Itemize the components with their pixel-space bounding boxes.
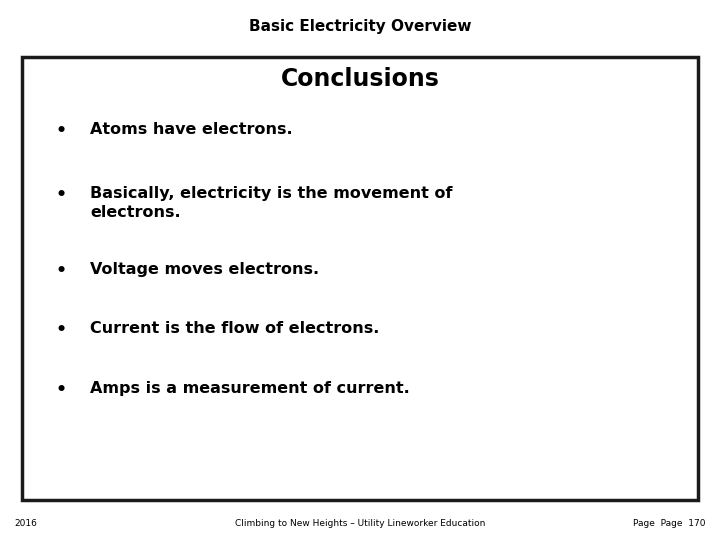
Text: Amps is a measurement of current.: Amps is a measurement of current. xyxy=(90,381,410,396)
Text: •: • xyxy=(55,122,67,139)
Text: Basic Electricity Overview: Basic Electricity Overview xyxy=(248,19,472,34)
Text: Current is the flow of electrons.: Current is the flow of electrons. xyxy=(90,321,379,336)
Text: Voltage moves electrons.: Voltage moves electrons. xyxy=(90,262,319,277)
Text: •: • xyxy=(55,321,67,339)
Text: Page  Page  170: Page Page 170 xyxy=(633,519,706,528)
Text: 2016: 2016 xyxy=(14,519,37,528)
Text: Atoms have electrons.: Atoms have electrons. xyxy=(90,122,292,137)
Text: Conclusions: Conclusions xyxy=(281,68,439,91)
Text: •: • xyxy=(55,262,67,280)
Text: Climbing to New Heights – Utility Lineworker Education: Climbing to New Heights – Utility Linewo… xyxy=(235,519,485,528)
FancyBboxPatch shape xyxy=(22,57,698,500)
Text: •: • xyxy=(55,186,67,204)
Text: •: • xyxy=(55,381,67,399)
Text: Basically, electricity is the movement of
electrons.: Basically, electricity is the movement o… xyxy=(90,186,452,220)
